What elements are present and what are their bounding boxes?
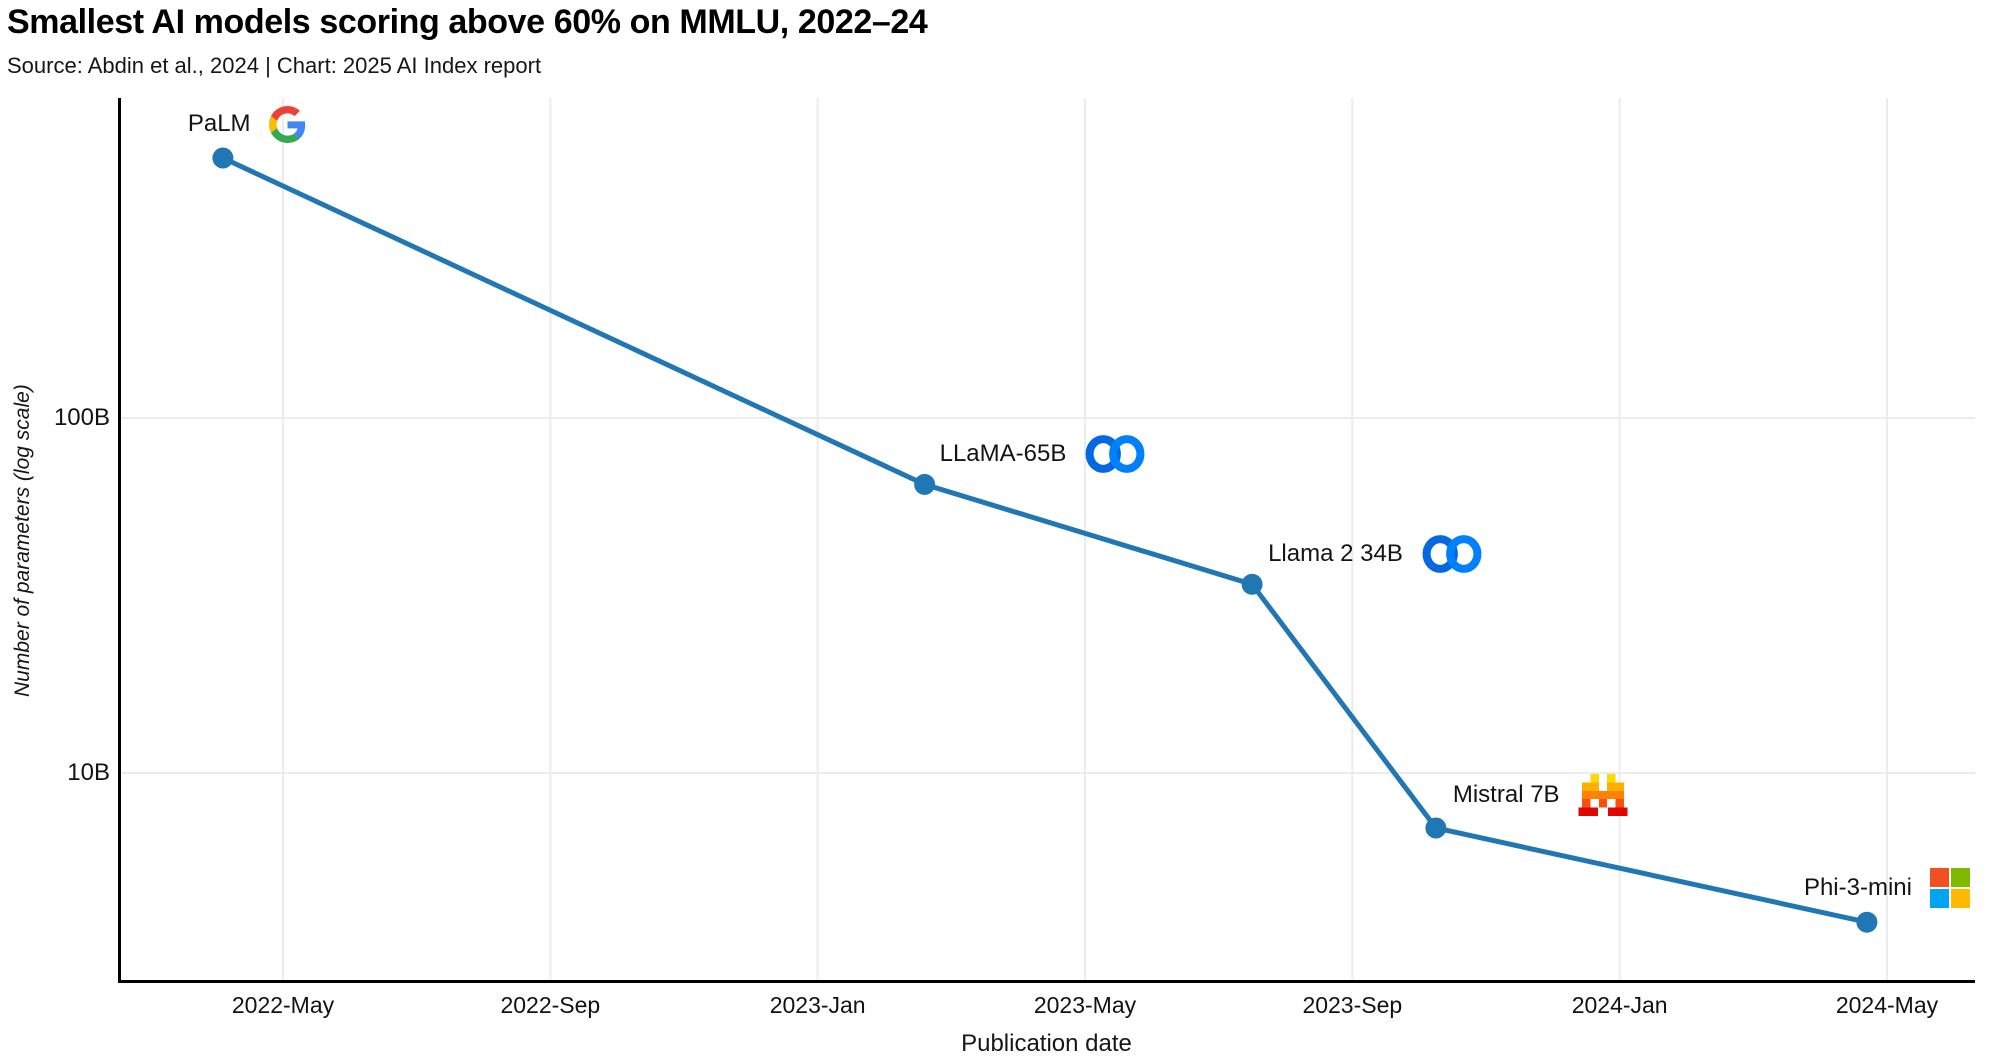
data-point-mistral-7b [1425, 817, 1447, 839]
data-point-llama-65b [914, 473, 936, 495]
point-label-mistral-7b: Mistral 7B [1453, 773, 1628, 817]
x-tick-label-2022-sep: 2022-Sep [500, 992, 601, 1018]
point-label-text: Llama 2 34B [1268, 540, 1403, 568]
data-point-llama-2-34b [1241, 573, 1263, 595]
point-label-text: Phi-3-mini [1803, 874, 1912, 902]
x-tick-label-2024-may: 2024-May [1835, 992, 1939, 1018]
point-label-llama-65b: LLaMA-65B [940, 432, 1147, 476]
x-tick-label-2024-jan: 2024-Jan [1571, 992, 1668, 1018]
point-label-text: PaLM [187, 110, 251, 137]
y-tick-label-100b: 100B [53, 404, 110, 431]
chart-subtitle: Source: Abdin et al., 2024 | Chart: 2025… [7, 53, 542, 78]
point-label-text: LLaMA-65B [939, 440, 1067, 468]
chart-title: Smallest AI models scoring above 60% on … [7, 3, 928, 41]
meta-logo-icon [1421, 534, 1483, 574]
point-label-llama-2-34b: Llama 2 34B [1268, 532, 1483, 576]
y-axis-title: Number of parameters (log scale) [11, 384, 34, 697]
microsoft-logo-icon [1929, 868, 1970, 909]
mistral-logo-icon [1577, 773, 1628, 816]
point-label-palm: PaLM [188, 102, 306, 146]
data-point-palm [212, 147, 234, 169]
x-tick-label-2023-jan: 2023-Jan [769, 992, 866, 1018]
data-point-phi-3-mini [1856, 911, 1878, 933]
point-label-text: Mistral 7B [1452, 780, 1560, 808]
google-logo-icon [268, 105, 306, 143]
x-tick-label-2022-may: 2022-May [231, 992, 335, 1018]
x-tick-label-2023-sep: 2023-Sep [1302, 992, 1403, 1018]
x-tick-label-2023-may: 2023-May [1033, 992, 1137, 1018]
y-tick-label-10b: 10B [67, 759, 110, 786]
point-label-phi-3-mini: Phi-3-mini [1804, 866, 1970, 910]
x-axis-title: Publication date [961, 1030, 1132, 1057]
plot-area [118, 98, 1975, 983]
meta-logo-icon [1084, 434, 1146, 474]
